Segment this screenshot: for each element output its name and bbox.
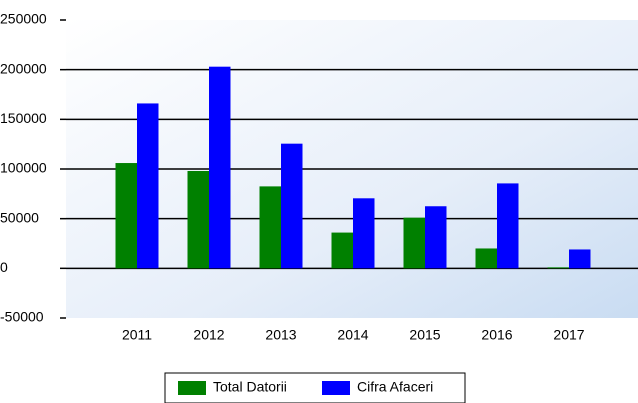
- y-tick-label: 200000: [0, 60, 47, 76]
- y-tick-label: 100000: [0, 160, 47, 176]
- x-tick-label: 2017: [553, 327, 584, 343]
- legend: Total Datorii Cifra Afaceri: [164, 372, 466, 403]
- bar: [137, 103, 159, 269]
- bar: [403, 217, 425, 269]
- x-tick-label: 2016: [481, 327, 512, 343]
- y-tick-label: 250000: [0, 11, 47, 27]
- x-tick-label: 2015: [409, 327, 440, 343]
- legend-swatch: [178, 381, 206, 395]
- x-tick-label: 2014: [337, 327, 368, 343]
- bar: [209, 66, 231, 269]
- bar: [353, 198, 375, 269]
- x-tick-label: 2012: [193, 327, 224, 343]
- legend-swatch: [322, 381, 350, 395]
- bar: [569, 249, 591, 269]
- y-tick-label: 150000: [0, 110, 47, 126]
- bar: [281, 143, 303, 269]
- bar: [187, 170, 209, 269]
- bar: [115, 163, 137, 269]
- legend-box: [164, 372, 466, 403]
- bar: [425, 206, 447, 269]
- bar: [497, 183, 519, 269]
- y-tick-label: -50000: [0, 309, 44, 325]
- bar: [259, 186, 281, 269]
- y-tick-label: 0: [0, 259, 8, 275]
- x-tick-label: 2011: [122, 327, 152, 343]
- legend-label: Cifra Afaceri: [357, 379, 433, 395]
- x-tick-label: 2013: [265, 327, 296, 343]
- y-tick-label: 50000: [0, 209, 39, 225]
- bar: [547, 267, 569, 269]
- bar: [331, 232, 353, 269]
- legend-label: Total Datorii: [213, 379, 287, 395]
- bar: [475, 248, 497, 269]
